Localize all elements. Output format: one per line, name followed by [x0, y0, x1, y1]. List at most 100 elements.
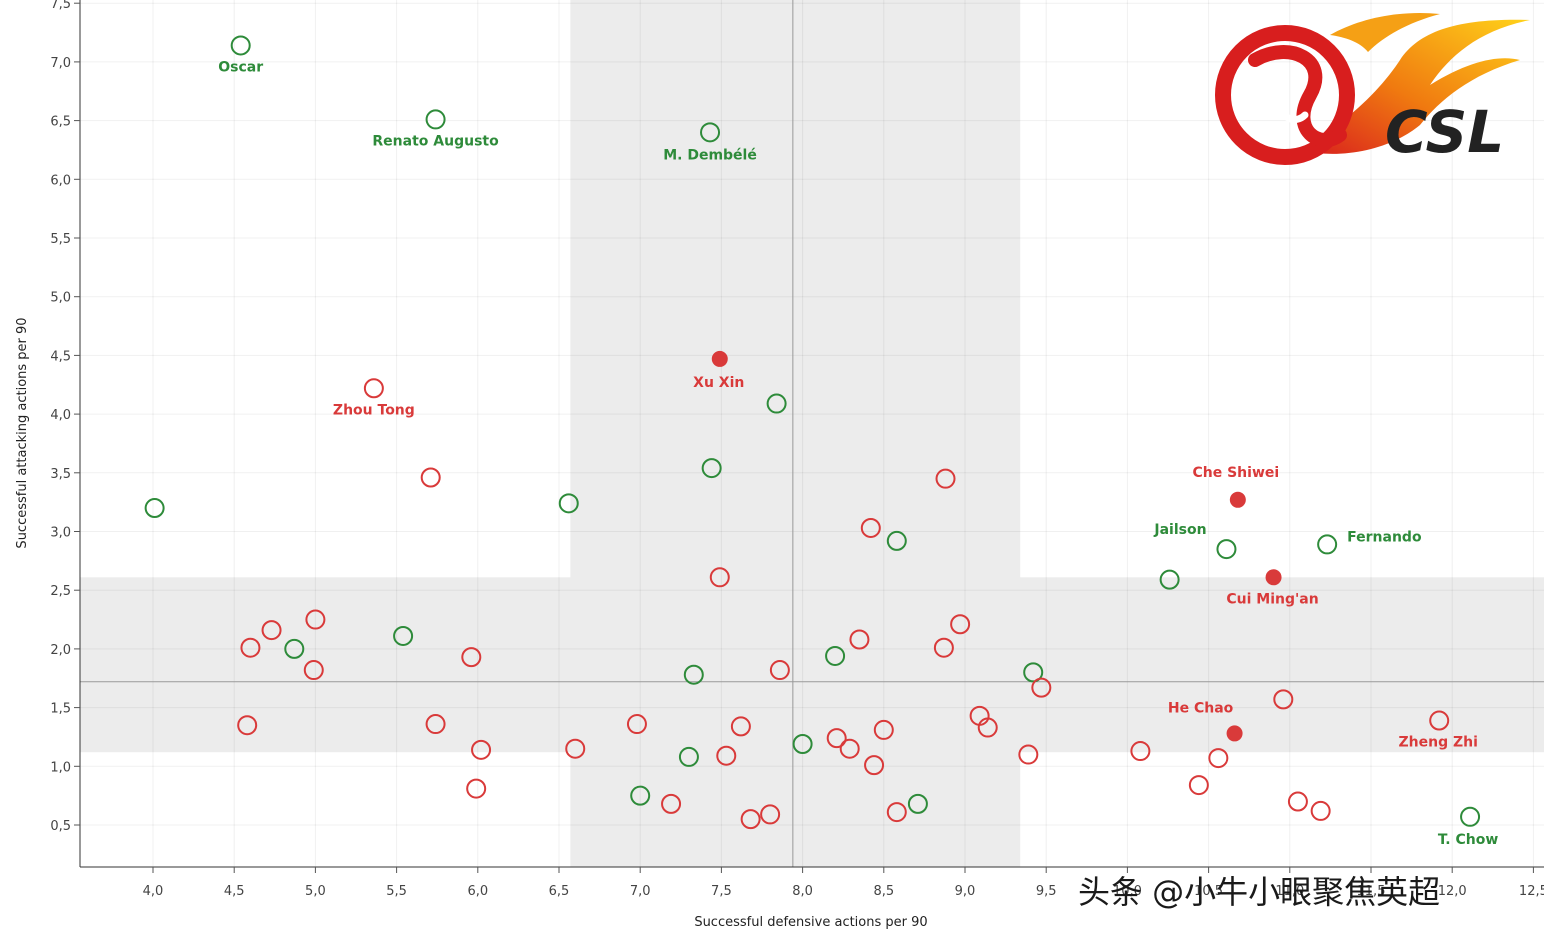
data-point-green: [630, 785, 651, 806]
data-point-red: [305, 609, 326, 630]
data-point-red: [849, 629, 870, 650]
data-point-red: [303, 660, 324, 681]
data-point-red: [977, 717, 998, 738]
data-point-red: [1226, 725, 1243, 742]
data-point-red: [886, 802, 907, 823]
data-point-red: [730, 716, 751, 737]
data-point-green: [700, 122, 721, 143]
data-point-red: [1018, 744, 1039, 765]
data-point-red: [661, 793, 682, 814]
point-label: Oscar: [218, 59, 263, 75]
point-label: Jailson: [1153, 522, 1206, 538]
point-label: Fernando: [1347, 529, 1422, 545]
x-tick-label: 6,5: [549, 884, 570, 899]
data-point-green: [792, 733, 813, 754]
shaded-band-y: [80, 577, 1544, 753]
data-point-red: [363, 378, 384, 399]
data-point-green: [558, 493, 579, 514]
data-point-red: [839, 738, 860, 759]
data-point-red: [1188, 775, 1209, 796]
point-label: T. Chow: [1438, 832, 1498, 848]
data-point-green: [907, 793, 928, 814]
data-point-green: [144, 498, 165, 519]
data-point-green: [825, 645, 846, 666]
y-tick-label: 4,5: [50, 349, 71, 364]
x-tick-label: 10,5: [1194, 884, 1223, 899]
data-point-red: [1429, 710, 1450, 731]
watermark-text: 头条 @小牛小眼聚焦英超: [1078, 873, 1440, 911]
data-point-green: [284, 638, 305, 659]
data-point-red: [769, 660, 790, 681]
x-tick-label: 9,0: [955, 884, 976, 899]
y-tick-label: 0,5: [50, 819, 71, 834]
y-tick-label: 7,0: [50, 56, 71, 71]
data-point-green: [393, 625, 414, 646]
y-tick-label: 1,5: [50, 702, 71, 717]
x-tick-label: 12,0: [1438, 884, 1467, 899]
x-tick-label: 4,5: [224, 884, 245, 899]
data-point-red: [461, 647, 482, 668]
data-point-red: [1287, 791, 1308, 812]
point-label: Xu Xin: [693, 375, 744, 391]
point-label: Che Shiwei: [1192, 465, 1279, 481]
data-point-red: [1031, 677, 1052, 698]
y-tick-label: 2,0: [50, 643, 71, 658]
y-tick-label: 5,0: [50, 291, 71, 306]
data-point-red: [711, 350, 728, 367]
point-label: Zheng Zhi: [1399, 735, 1478, 751]
y-tick-label: 5,5: [50, 232, 71, 247]
data-points: [144, 35, 1481, 830]
data-point-red: [760, 804, 781, 825]
point-label: Cui Ming'an: [1226, 591, 1318, 607]
x-tick-label: 7,0: [630, 884, 651, 899]
data-point-red: [466, 778, 487, 799]
data-point-green: [425, 109, 446, 130]
data-point-green: [766, 393, 787, 414]
x-axis-title: Successful defensive actions per 90: [694, 915, 927, 930]
x-tick-label: 9,5: [1036, 884, 1057, 899]
x-tick-label: 11,0: [1275, 884, 1304, 899]
x-tick-labels: 4,0 4,5 5,0 5,5 6,0 6,5 7,0 7,5 8,0 8,5 9,0 9,5 10,0…: [143, 867, 1544, 899]
x-tick-label: 11,5: [1357, 884, 1386, 899]
y-tick-label: 2,5: [50, 584, 71, 599]
data-point-green: [678, 746, 699, 767]
data-point-red: [716, 745, 737, 766]
x-tick-label: 5,5: [386, 884, 407, 899]
data-point-red: [1130, 741, 1151, 762]
y-tick-label: 3,5: [50, 467, 71, 482]
data-point-green: [1023, 662, 1044, 683]
y-tick-label: 4,0: [50, 408, 71, 423]
x-tick-label: 5,0: [305, 884, 326, 899]
data-point-red: [240, 637, 261, 658]
y-tick-label: 6,5: [50, 115, 71, 130]
axes: [79, 0, 1544, 868]
data-point-green: [1159, 569, 1180, 590]
point-label: He Chao: [1168, 700, 1234, 716]
x-tick-label: 10,0: [1113, 884, 1142, 899]
x-tick-label: 4,0: [143, 884, 164, 899]
x-tick-label: 8,0: [792, 884, 813, 899]
data-point-red: [826, 728, 847, 749]
data-point-red: [420, 467, 441, 488]
y-tick-label: 3,0: [50, 526, 71, 541]
data-point-red: [1273, 689, 1294, 710]
data-point-red: [933, 637, 954, 658]
data-point-red: [261, 620, 282, 641]
y-tick-label: 1,0: [50, 760, 71, 775]
data-point-green: [701, 458, 722, 479]
data-point-red: [1265, 569, 1282, 586]
y-tick-label: 7,5: [50, 0, 71, 12]
y-axis-title: Successful attacking actions per 90: [15, 317, 30, 548]
data-point-red: [425, 714, 446, 735]
x-tick-label: 12,5: [1519, 884, 1544, 899]
data-point-green: [1460, 806, 1481, 827]
gridlines: [80, 0, 1544, 867]
data-point-red: [1310, 800, 1331, 821]
shaded-bands: [80, 0, 1544, 867]
csl-logo: CSL: [1215, 12, 1530, 166]
x-tick-label: 8,5: [873, 884, 894, 899]
point-labels: Oscar Renato Augusto M. Dembélé Jailson Fern…: [218, 59, 1498, 847]
data-point-red: [873, 719, 894, 740]
mean-lines: [80, 0, 1544, 867]
